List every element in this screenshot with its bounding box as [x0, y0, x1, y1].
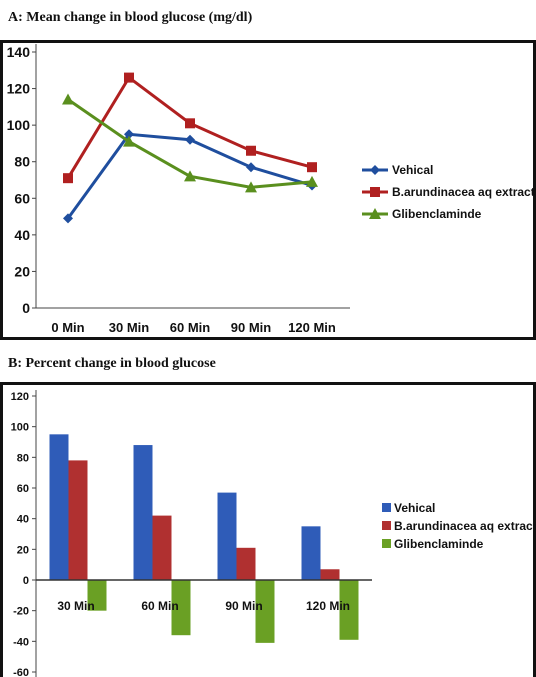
bar-vehical	[133, 445, 153, 580]
x-tick-label-b: 60 Min	[141, 599, 178, 613]
data-point	[185, 118, 195, 129]
y-tick-label-a: 20	[14, 263, 30, 279]
data-point	[184, 170, 196, 182]
legend-swatch	[382, 503, 391, 512]
legend-marker	[370, 187, 380, 197]
y-tick-label-b: 0	[23, 575, 29, 587]
line-chart: 0 20 40 60 80 100 120 140 0 Min 30 Min 60 Min 90 Mi…	[0, 40, 536, 340]
data-point	[124, 72, 134, 83]
y-tick-label-b: -40	[13, 636, 29, 648]
legend-label: Vehical	[394, 501, 435, 515]
bar-b-arundinacea-aq-extract	[152, 515, 172, 580]
y-tick-label-b: 120	[11, 391, 29, 403]
y-tick-label-b: 80	[17, 452, 29, 464]
y-tick-label-b: 40	[17, 514, 29, 526]
y-tick-label-b: -20	[13, 606, 29, 618]
y-tick-label-a: 120	[7, 81, 31, 97]
x-tick-label-a: 0 Min	[51, 320, 84, 335]
chart-a-title: A: Mean change in blood glucose (mg/dl)	[8, 10, 253, 25]
legend-label: Glibenclaminde	[394, 537, 484, 551]
data-point	[246, 145, 256, 156]
data-point	[124, 129, 134, 140]
legend-label: B.arundinacea aq extract	[394, 519, 536, 533]
legend-marker	[369, 208, 381, 219]
y-tick-label-a: 140	[7, 44, 31, 60]
y-tick-label-a: 0	[22, 300, 30, 316]
legend-marker	[370, 165, 380, 175]
bar-b-arundinacea-aq-extract	[236, 547, 256, 580]
x-tick-label-b: 30 Min	[57, 599, 94, 613]
bar-vehical	[49, 434, 69, 580]
legend-swatch	[382, 521, 391, 530]
y-tick-label-b: -60	[13, 667, 29, 677]
x-tick-label-a: 90 Min	[231, 320, 272, 335]
x-tick-label-a: 120 Min	[288, 320, 336, 335]
data-point	[246, 162, 256, 173]
bar-glibenclaminde	[255, 580, 275, 643]
x-tick-label-a: 60 Min	[170, 320, 211, 335]
y-tick-label-a: 80	[14, 154, 30, 170]
legend-label: Glibenclaminde	[392, 207, 482, 221]
bar-b-arundinacea-aq-extract	[68, 460, 88, 580]
legend-swatch	[382, 539, 391, 548]
bar-b-arundinacea-aq-extract	[320, 569, 340, 580]
bar-vehical	[217, 492, 237, 580]
data-point	[185, 134, 195, 145]
x-tick-label-b: 120 Min	[306, 599, 350, 613]
bar-glibenclaminde	[171, 580, 191, 636]
y-tick-label-b: 100	[11, 422, 29, 434]
y-tick-label-a: 100	[7, 117, 31, 133]
data-point	[307, 162, 317, 173]
legend-label: Vehical	[392, 163, 433, 177]
y-tick-label-a: 60	[14, 190, 30, 206]
data-point	[62, 93, 74, 105]
data-point	[245, 181, 257, 193]
y-tick-label-b: 60	[17, 483, 29, 495]
y-tick-label-b: 20	[17, 544, 29, 556]
y-tick-label-a: 40	[14, 227, 30, 243]
data-point	[123, 135, 135, 147]
data-point	[63, 173, 73, 184]
x-tick-label-a: 30 Min	[109, 320, 150, 335]
bar-chart: -60 -40 -20 0 20 40 60 80 100 120 30 Min 60 Min 90 M…	[0, 382, 536, 677]
chart-b-title: B: Percent change in blood glucose	[8, 356, 216, 371]
bar-glibenclaminde	[87, 580, 107, 611]
data-point	[306, 175, 318, 187]
data-point	[63, 213, 73, 224]
x-tick-label-b: 90 Min	[225, 599, 262, 613]
bar-vehical	[301, 526, 321, 580]
legend-label: B.arundinacea aq extract	[392, 185, 535, 199]
bar-glibenclaminde	[339, 580, 359, 640]
